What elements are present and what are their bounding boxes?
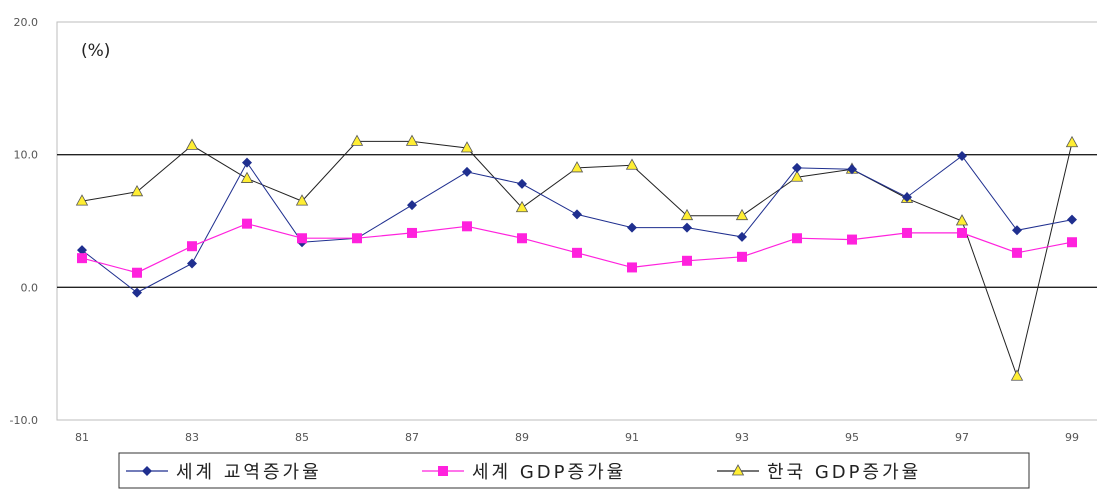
unit-label: (%) — [81, 41, 110, 61]
legend-items: 세계 교역증가율 세계 GDP증가율 한국 GDP증가율 — [126, 462, 921, 483]
data-point — [462, 166, 472, 177]
data-point — [132, 267, 142, 278]
legend-marker — [142, 466, 152, 476]
data-point — [130, 184, 144, 197]
legend-marker — [731, 464, 745, 476]
x-tick-label: 83 — [185, 431, 199, 444]
data-point — [352, 233, 362, 244]
x-tick-label: 91 — [625, 431, 639, 444]
data-point — [1010, 369, 1024, 381]
data-point — [132, 287, 142, 298]
data-point — [462, 221, 472, 232]
data-point — [187, 241, 197, 252]
data-point — [77, 245, 87, 256]
data-point — [187, 258, 197, 269]
data-point — [902, 227, 912, 238]
x-tick-label: 93 — [735, 431, 749, 444]
data-point — [572, 247, 582, 258]
data-point — [682, 222, 692, 233]
legend-item: 한국 GDP증가율 — [717, 462, 921, 483]
data-point — [792, 233, 802, 244]
data-point — [680, 208, 694, 221]
data-point — [405, 134, 419, 146]
data-point — [570, 161, 584, 173]
y-tick-label: 10.0 — [14, 149, 39, 162]
x-tick-label: 81 — [75, 431, 89, 444]
legend-label: 세계 교역증가율 — [176, 462, 322, 483]
legend-box — [118, 452, 1030, 489]
y-tick-label: 0.0 — [21, 281, 39, 294]
data-point — [627, 262, 637, 273]
data-point — [957, 150, 967, 161]
series-2 — [77, 218, 1077, 278]
data-point — [737, 251, 747, 262]
data-point — [627, 222, 637, 233]
legend-item: 세계 GDP증가율 — [422, 462, 626, 483]
data-point — [350, 134, 364, 146]
data-point — [295, 194, 309, 206]
data-point — [847, 234, 857, 245]
data-point — [517, 233, 527, 244]
data-point — [790, 170, 804, 182]
data-point — [1065, 135, 1079, 148]
data-point — [572, 209, 582, 220]
x-tick-label: 89 — [515, 431, 529, 444]
data-point — [185, 138, 199, 150]
data-point — [1067, 237, 1077, 248]
data-point — [1012, 247, 1022, 258]
data-point — [955, 214, 969, 226]
data-point — [242, 157, 252, 168]
series-layer — [75, 134, 1079, 381]
data-point — [407, 200, 417, 211]
data-point — [1012, 225, 1022, 236]
legend: 세계 교역증가율 세계 GDP증가율 한국 GDP증가율 — [118, 452, 1030, 489]
legend-marker — [438, 466, 448, 476]
y-tick-label: 20.0 — [14, 16, 39, 29]
reference-lines — [57, 154, 1097, 288]
plot-area — [56, 21, 1097, 421]
x-tick-label: 87 — [405, 431, 419, 444]
data-point — [77, 253, 87, 264]
data-point — [737, 231, 747, 242]
data-point — [240, 171, 254, 183]
data-point — [515, 200, 529, 213]
data-point — [407, 227, 417, 238]
data-point — [1067, 214, 1077, 225]
data-point — [682, 255, 692, 266]
y-tick-labels: -10.0 0.0 10.0 20.0 — [10, 16, 38, 427]
x-tick-labels: 81 83 85 87 89 91 93 95 97 99 — [75, 431, 1079, 444]
data-point — [735, 208, 749, 221]
series-3 — [75, 134, 1079, 381]
x-tick-label: 95 — [845, 431, 859, 444]
x-tick-label: 99 — [1065, 431, 1079, 444]
data-point — [297, 233, 307, 244]
legend-label: 한국 GDP증가율 — [767, 462, 921, 483]
data-point — [517, 178, 527, 189]
data-point — [460, 141, 474, 153]
data-point — [625, 158, 639, 170]
y-tick-label: -10.0 — [10, 414, 38, 427]
data-point — [957, 227, 967, 238]
data-point — [242, 218, 252, 229]
x-tick-label: 85 — [295, 431, 309, 444]
data-point — [792, 162, 802, 173]
x-tick-label: 97 — [955, 431, 969, 444]
data-point — [902, 192, 912, 203]
legend-label: 세계 GDP증가율 — [472, 462, 626, 483]
legend-item: 세계 교역증가율 — [126, 462, 322, 483]
data-point — [75, 194, 89, 206]
data-point — [847, 164, 857, 175]
